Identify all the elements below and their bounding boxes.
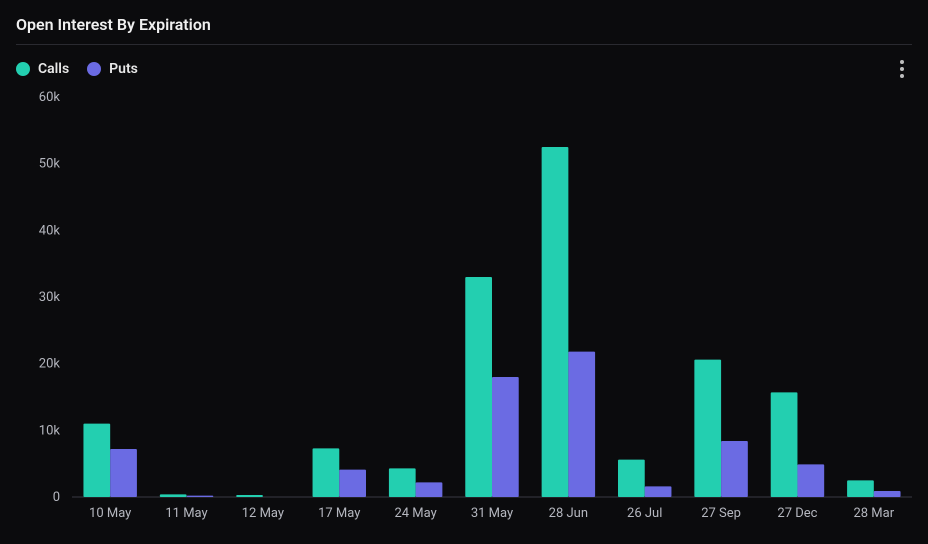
more-options-icon[interactable]	[892, 59, 912, 79]
legend-item-calls[interactable]: Calls	[16, 61, 69, 77]
bar-calls[interactable]	[83, 424, 110, 497]
header-row: Calls Puts	[16, 51, 912, 87]
bar-puts[interactable]	[721, 441, 748, 497]
bar-calls[interactable]	[694, 360, 721, 497]
legend-item-puts[interactable]: Puts	[87, 61, 138, 77]
bar-puts[interactable]	[874, 491, 901, 497]
bar-calls[interactable]	[313, 448, 340, 497]
legend: Calls Puts	[16, 61, 138, 77]
bar-calls[interactable]	[542, 147, 569, 497]
legend-swatch-puts	[87, 62, 101, 76]
y-tick-label: 30k	[39, 290, 61, 305]
bar-puts[interactable]	[110, 449, 137, 497]
y-tick-label: 50k	[39, 157, 61, 172]
x-tick-label: 26 Jul	[627, 506, 662, 521]
bar-puts[interactable]	[568, 352, 595, 497]
bar-puts[interactable]	[492, 377, 519, 497]
chart-panel: Open Interest By Expiration Calls Puts 0…	[0, 0, 928, 544]
x-tick-label: 27 Sep	[701, 506, 741, 521]
legend-label-calls: Calls	[38, 61, 69, 77]
x-tick-label: 28 Jun	[549, 506, 588, 521]
y-tick-label: 60k	[39, 91, 61, 105]
bar-calls[interactable]	[618, 460, 645, 497]
bar-chart: 0 10k 20k 30k 40k 50k 60k 10 May 11 May 12 May 17 …	[16, 91, 912, 531]
x-tick-label: 10 May	[89, 506, 131, 521]
y-tick-label: 40k	[39, 223, 61, 238]
bar-puts[interactable]	[797, 464, 824, 497]
panel-title: Open Interest By Expiration	[16, 15, 211, 34]
title-row: Open Interest By Expiration	[16, 10, 912, 45]
x-tick-label: 28 Mar	[853, 506, 894, 521]
x-tick-label: 24 May	[394, 506, 436, 521]
bar-calls[interactable]	[771, 392, 798, 497]
bar-calls[interactable]	[389, 468, 416, 497]
x-tick-label: 27 Dec	[777, 506, 817, 521]
x-tick-label: 17 May	[318, 506, 360, 521]
x-tick-label: 11 May	[165, 506, 207, 521]
bar-puts[interactable]	[339, 470, 366, 497]
x-tick-label: 12 May	[242, 506, 284, 521]
y-tick-label: 10k	[39, 423, 61, 438]
legend-swatch-calls	[16, 62, 30, 76]
chart-area: 0 10k 20k 30k 40k 50k 60k 10 May 11 May 12 May 17 …	[16, 91, 912, 531]
bar-puts[interactable]	[645, 486, 672, 497]
bar-calls[interactable]	[847, 480, 874, 497]
x-tick-label: 31 May	[471, 506, 513, 521]
bar-calls[interactable]	[236, 495, 263, 497]
y-tick-label: 0	[53, 490, 60, 505]
bar-puts[interactable]	[416, 482, 443, 497]
y-tick-label: 20k	[39, 357, 61, 372]
bar-calls[interactable]	[465, 277, 492, 497]
bar-calls[interactable]	[160, 494, 187, 497]
legend-label-puts: Puts	[109, 61, 138, 77]
bar-puts[interactable]	[187, 496, 214, 497]
